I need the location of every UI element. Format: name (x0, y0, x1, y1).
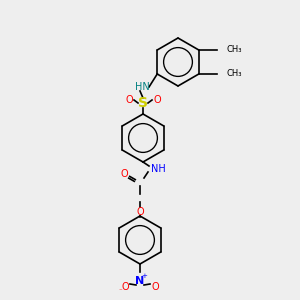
Text: O: O (121, 282, 129, 292)
Text: O: O (151, 282, 159, 292)
Text: O: O (125, 95, 133, 105)
Text: O: O (153, 95, 161, 105)
Text: HN: HN (135, 82, 149, 92)
Text: ⁻: ⁻ (118, 288, 122, 294)
Text: +: + (141, 273, 147, 279)
Text: NH: NH (151, 164, 165, 174)
Text: S: S (138, 96, 148, 110)
Text: CH₃: CH₃ (227, 70, 242, 79)
Text: O: O (120, 169, 128, 179)
Text: CH₃: CH₃ (227, 46, 242, 55)
Text: O: O (136, 207, 144, 217)
Text: N: N (135, 276, 145, 286)
